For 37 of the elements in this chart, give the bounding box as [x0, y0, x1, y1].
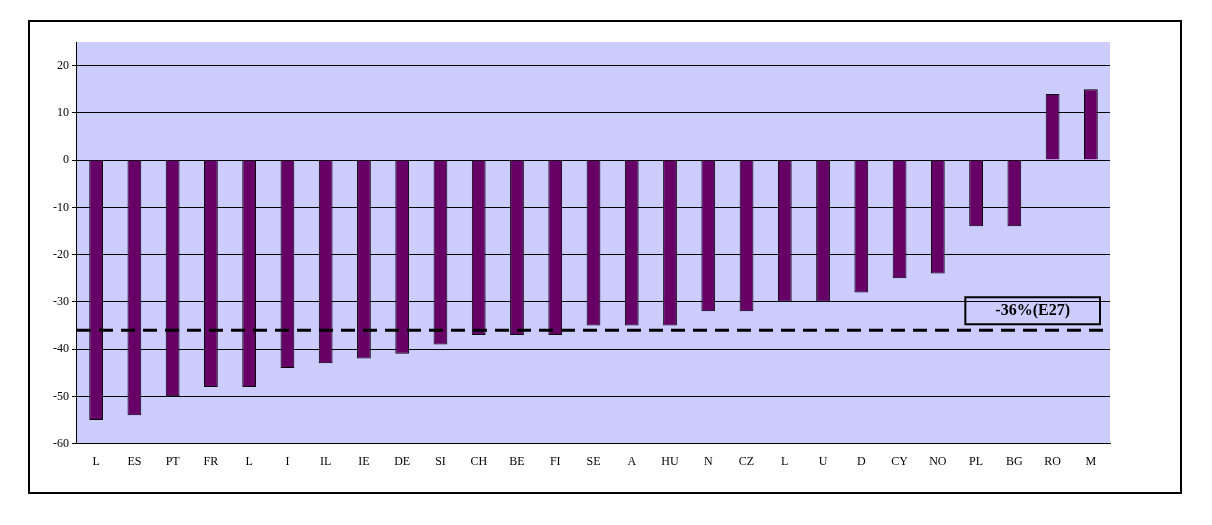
- x-tick-label: D: [856, 453, 866, 468]
- x-tick-label: PT: [165, 453, 181, 468]
- y-tick-label: -20: [53, 246, 69, 261]
- x-tick-label: NO: [929, 453, 947, 468]
- x-tick-label: PL: [969, 453, 984, 468]
- x-tick-label: CH: [470, 453, 488, 468]
- x-tick-label: A: [627, 453, 637, 468]
- y-tick-label: -60: [53, 435, 69, 450]
- y-tick-label: -40: [53, 341, 69, 356]
- x-tick-label: SE: [586, 453, 601, 468]
- x-tick-label: CZ: [738, 453, 755, 468]
- x-tick-label: HU: [661, 453, 680, 468]
- x-tick-label: U: [818, 453, 828, 468]
- y-tick-label: 0: [63, 152, 69, 167]
- x-tick-label: SI: [435, 453, 446, 468]
- x-tick-label: CY: [891, 453, 909, 468]
- x-tick-label: IL: [320, 453, 332, 468]
- x-tick-label: DE: [394, 453, 411, 468]
- x-tick-label: IE: [358, 453, 370, 468]
- y-tick-label: -10: [53, 199, 69, 214]
- x-tick-label: BE: [509, 453, 525, 468]
- x-tick-label: FI: [549, 453, 561, 468]
- ref-line-label: -36%(E27): [995, 301, 1070, 320]
- y-tick-label: 20: [57, 57, 69, 72]
- x-tick-label: RO: [1044, 453, 1062, 468]
- y-tick-label: -50: [53, 388, 69, 403]
- x-tick-label: L: [245, 453, 253, 468]
- x-tick-label: L: [92, 453, 100, 468]
- x-tick-label: ES: [127, 453, 142, 468]
- x-tick-label: I: [285, 453, 290, 468]
- y-tick-label: 10: [57, 105, 69, 120]
- y-tick-label: -30: [53, 294, 69, 309]
- x-tick-label: M: [1085, 453, 1097, 468]
- x-tick-label: L: [781, 453, 789, 468]
- x-tick-label: FR: [203, 453, 219, 468]
- x-tick-label: N: [703, 453, 713, 468]
- x-tick-label: BG: [1006, 453, 1024, 468]
